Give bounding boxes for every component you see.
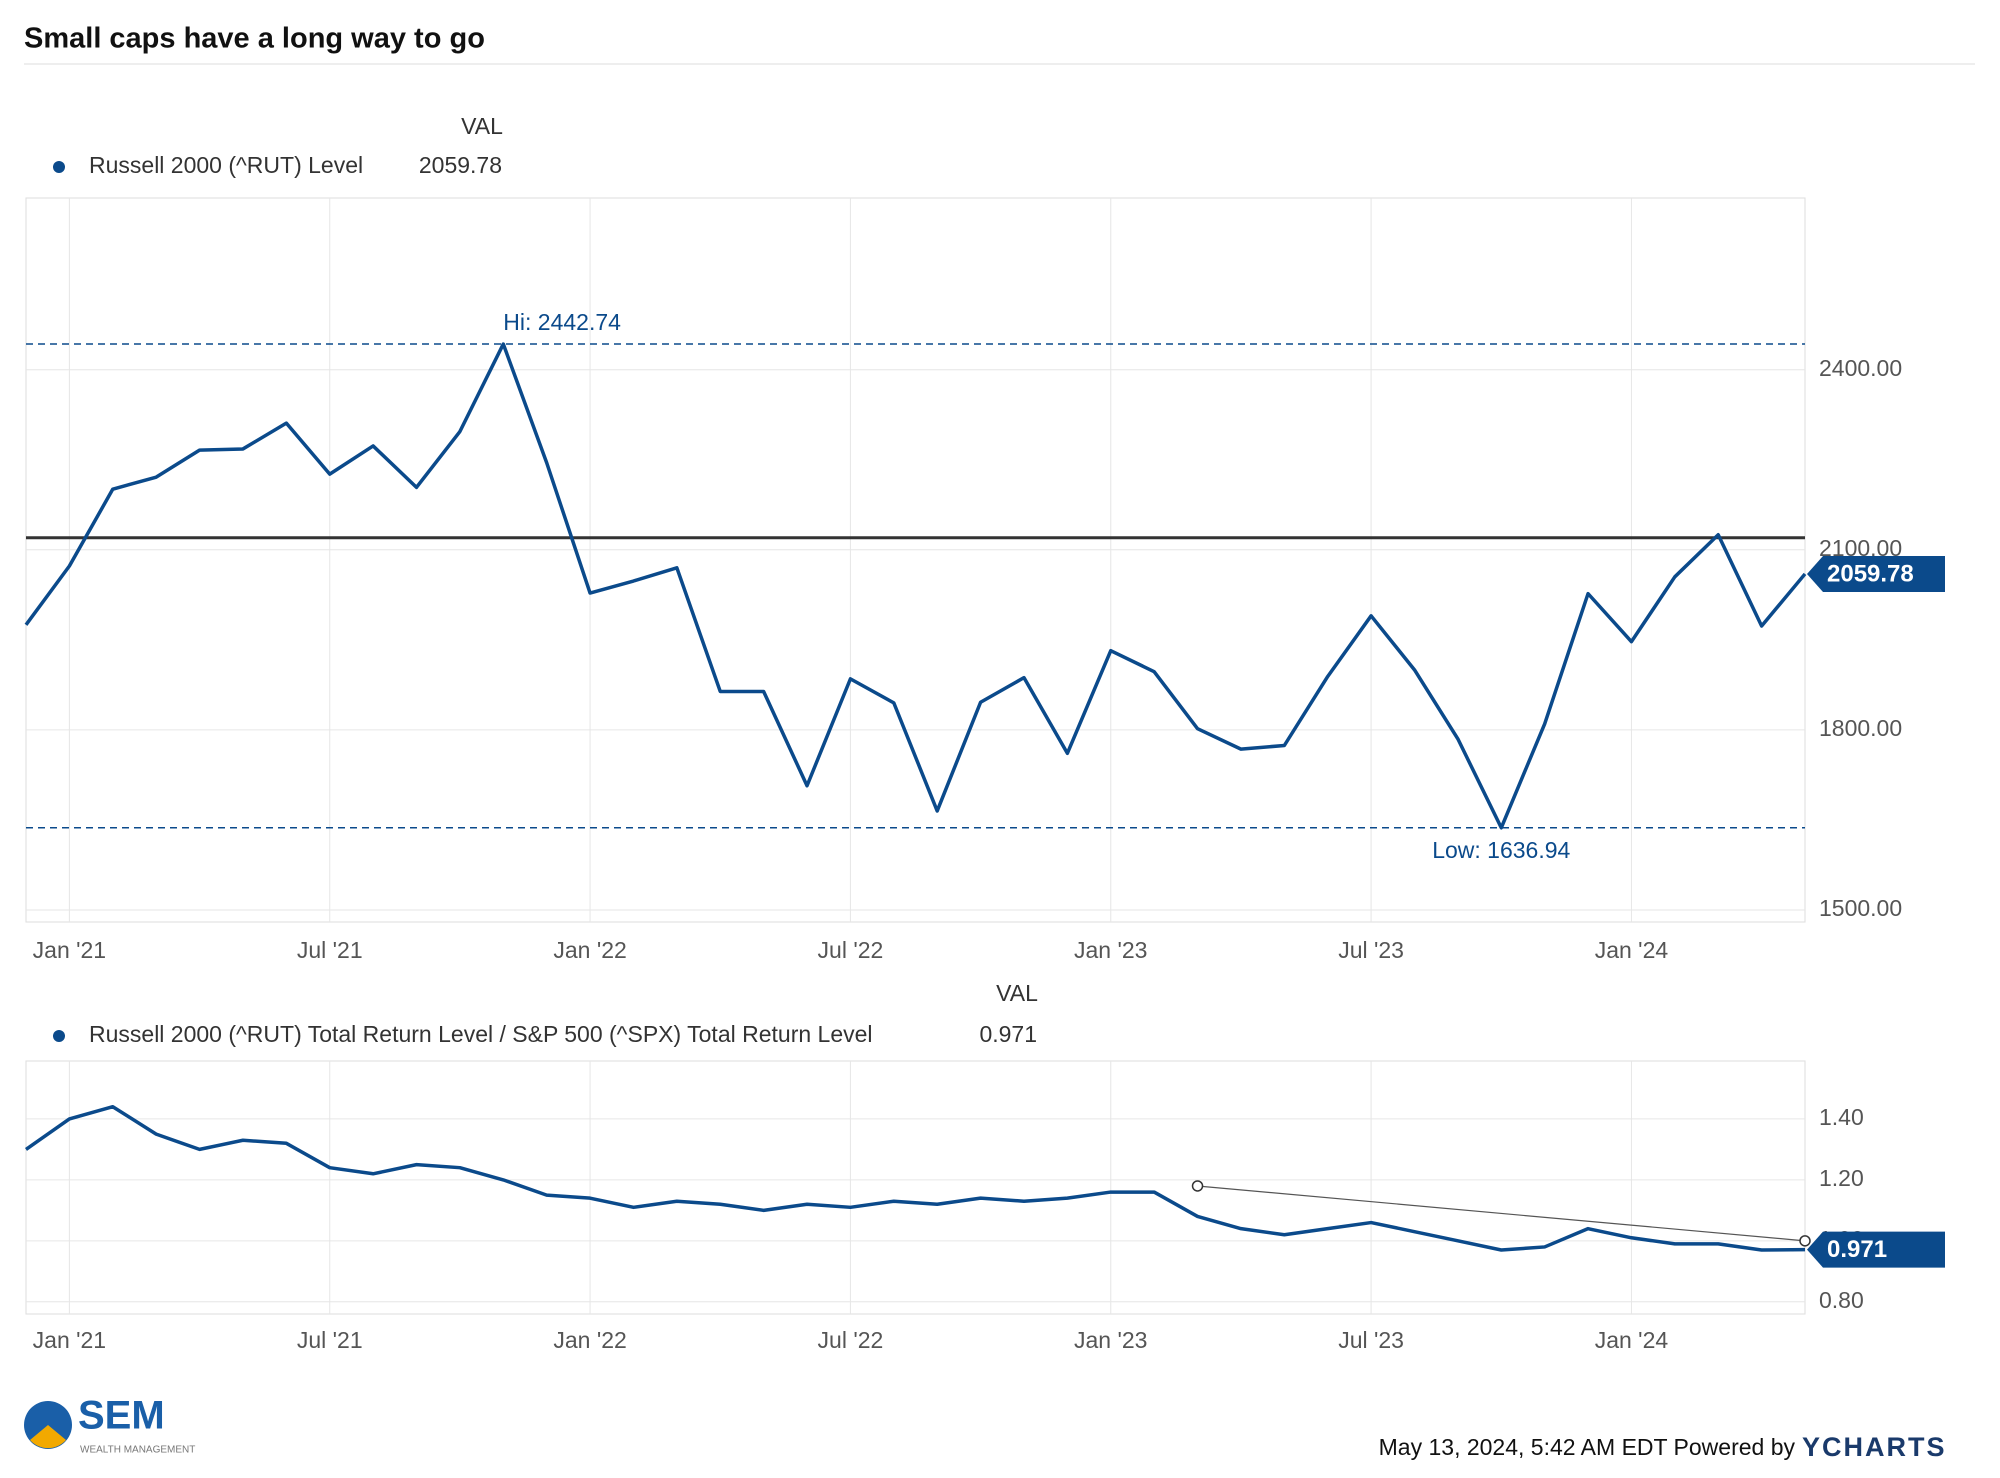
legend-header: VAL xyxy=(996,980,1038,1006)
y-tick-label: 1800.00 xyxy=(1819,715,1902,741)
y-tick-label: 1.40 xyxy=(1819,1104,1864,1130)
logo-text: SEM xyxy=(78,1394,165,1438)
trend-line xyxy=(1197,1185,1806,1242)
logo-mark-accent xyxy=(30,1425,66,1449)
x-tick-label: Jul '23 xyxy=(1338,937,1404,963)
series-line xyxy=(24,1104,1806,1252)
legend-marker xyxy=(53,161,65,173)
legend-value: 2059.78 xyxy=(419,152,502,178)
trend-point xyxy=(1799,1235,1811,1247)
x-tick-label: Jan '22 xyxy=(553,1327,626,1353)
logo-subtext: WEALTH MANAGEMENT xyxy=(80,1445,195,1456)
x-tick-label: Jul '22 xyxy=(818,937,884,963)
series-line xyxy=(24,342,1807,830)
logo: SEM WEALTH MANAGEMENT xyxy=(24,1394,195,1456)
value-badge xyxy=(1807,555,1945,592)
value-badge-label: 0.971 xyxy=(1827,1236,1887,1263)
plot-frame xyxy=(25,1060,1806,1315)
y-tick-label: 0.80 xyxy=(1819,1287,1864,1313)
x-tick-label: Jul '21 xyxy=(297,937,363,963)
y-tick-label: 1.20 xyxy=(1819,1165,1864,1191)
x-tick-label: Jan '24 xyxy=(1595,1327,1669,1353)
legend-value: 0.971 xyxy=(979,1021,1037,1047)
x-tick-label: Jul '21 xyxy=(297,1327,363,1353)
page-title: Small caps have a long way to go xyxy=(24,23,485,55)
x-tick-label: Jan '24 xyxy=(1595,937,1669,963)
trend-point xyxy=(1191,1180,1204,1192)
x-tick-label: Jan '23 xyxy=(1074,937,1147,963)
x-tick-label: Jan '21 xyxy=(33,937,106,963)
y-tick-label: 2400.00 xyxy=(1819,355,1902,381)
x-tick-label: Jul '22 xyxy=(818,1327,884,1353)
legend-label: Russell 2000 (^RUT) Level xyxy=(89,152,363,178)
annotation-label: Low: 1636.94 xyxy=(1432,837,1570,863)
value-badge-label: 2059.78 xyxy=(1827,560,1914,587)
annotation-label: Hi: 2442.74 xyxy=(503,309,621,335)
legend-marker xyxy=(53,1030,65,1042)
legend-header: VAL xyxy=(461,113,503,139)
x-tick-label: Jan '21 xyxy=(33,1327,106,1353)
timestamp: May 13, 2024, 5:42 AM EDT Powered by xyxy=(1379,1434,1796,1460)
x-tick-label: Jan '22 xyxy=(553,937,626,963)
value-badge xyxy=(1807,1231,1945,1268)
brand: YCHARTS xyxy=(1802,1432,1947,1462)
y-tick-label: 1500.00 xyxy=(1819,895,1902,921)
x-tick-label: Jan '23 xyxy=(1074,1327,1147,1353)
legend-label: Russell 2000 (^RUT) Total Return Level /… xyxy=(89,1021,873,1047)
plot-frame xyxy=(25,197,1806,923)
x-tick-label: Jul '23 xyxy=(1338,1327,1404,1353)
